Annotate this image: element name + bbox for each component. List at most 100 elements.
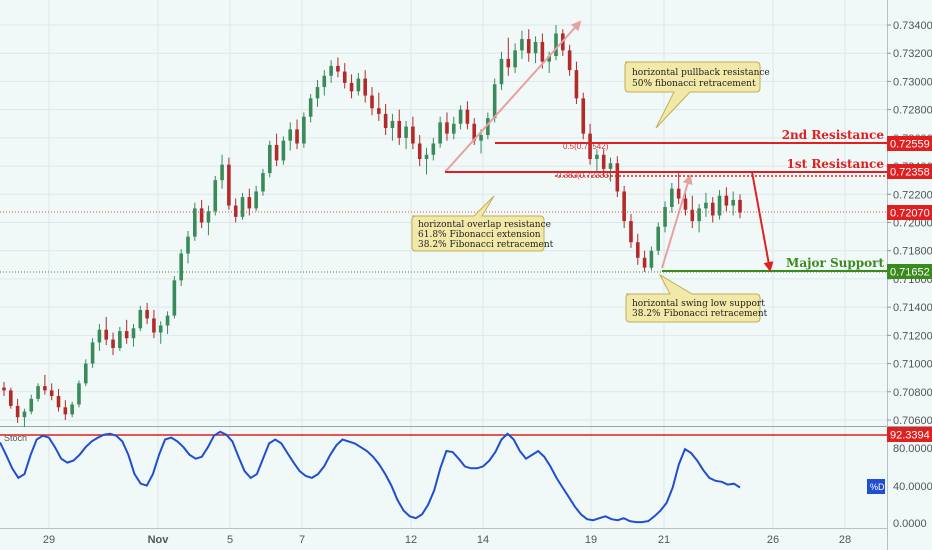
candle-body: [622, 191, 626, 222]
candle: [131, 324, 136, 347]
candle-body: [724, 195, 729, 206]
candle-body: [411, 126, 415, 144]
candle: [635, 233, 640, 265]
candle-body: [424, 154, 429, 160]
stoch-d-line: [0, 430, 741, 524]
candle-body: [131, 328, 136, 339]
candle: [499, 51, 504, 90]
candle-body: [49, 390, 54, 397]
candle-body: [22, 411, 27, 418]
candle: [356, 72, 361, 96]
tag-second-resistance: 0.72559: [887, 136, 932, 151]
price-tick-label: 0.73200: [893, 48, 932, 60]
projection-arrow: [751, 171, 774, 272]
candle: [417, 135, 422, 167]
candle: [710, 197, 715, 223]
candle: [118, 326, 122, 351]
time-label-12: 12: [405, 534, 417, 546]
candle: [690, 195, 695, 229]
candle: [193, 202, 197, 241]
candle: [377, 92, 381, 121]
tag-first-resistance-value: 0.72358: [890, 167, 930, 179]
candle-body: [336, 65, 340, 72]
candle-body: [397, 120, 402, 138]
candle: [158, 321, 163, 344]
fibonacci-lines: [444, 20, 693, 269]
price-tick-label: 0.71800: [893, 246, 932, 258]
candle: [342, 63, 347, 89]
time-label-21: 21: [658, 534, 670, 546]
candle-body: [431, 143, 436, 155]
candle-body: [356, 78, 361, 92]
candle-body: [540, 41, 545, 62]
candle-body: [492, 84, 497, 119]
candle-body: [111, 339, 115, 349]
candle: [124, 319, 129, 344]
candle-body: [615, 163, 620, 192]
tag-current-price-value: 0.72070: [890, 208, 930, 220]
candle-body: [267, 144, 272, 174]
candle-body: [158, 325, 163, 333]
candle-body: [704, 202, 708, 209]
candle: [288, 122, 293, 151]
candle-body: [642, 257, 647, 268]
candle-body: [390, 120, 395, 128]
candle-body: [206, 211, 211, 223]
candle: [302, 112, 306, 148]
time-axis: 29 Nov 5 7 12 14 19 21 26 28: [43, 534, 851, 546]
candle-body: [145, 309, 149, 319]
candle-body: [383, 113, 388, 128]
candle: [731, 191, 735, 216]
fib-retrace-line: [661, 174, 693, 269]
candle: [588, 123, 592, 165]
candle: [247, 188, 252, 216]
swing-low-note-line-2: 38.2% Fibonacci retracement: [632, 309, 768, 319]
candle: [90, 338, 95, 368]
time-label-14: 14: [477, 534, 489, 546]
second-resistance-label: 2nd Resistance: [782, 128, 885, 142]
candle: [322, 70, 327, 96]
candle-body: [465, 109, 470, 124]
time-label-19: 19: [585, 534, 597, 546]
tag-first-resistance: 0.72358: [887, 164, 932, 179]
candle: [397, 109, 402, 145]
candle: [404, 120, 408, 150]
candle-body: [322, 75, 327, 88]
candle-body: [9, 390, 13, 406]
candle-body: [520, 39, 524, 51]
candle: [724, 187, 729, 212]
candle-body: [717, 195, 722, 216]
overlap-note-line-2: 61.8% Fibonacci extension: [418, 230, 541, 240]
candle-body: [438, 122, 442, 144]
candle: [43, 374, 47, 395]
candle: [411, 116, 415, 150]
candle: [370, 87, 374, 116]
candle-body: [152, 318, 156, 333]
candle: [506, 37, 511, 76]
time-label-29: 29: [43, 534, 55, 546]
candle-body: [77, 383, 81, 405]
candle: [717, 190, 722, 220]
candle-body: [676, 188, 681, 199]
candle-body: [663, 206, 667, 227]
candle: [172, 276, 177, 319]
candle-body: [247, 197, 252, 209]
candle: [629, 214, 633, 248]
price-tick-label: 0.72800: [893, 105, 932, 117]
candle-body: [179, 253, 183, 281]
price-tick-label: 0.71200: [893, 330, 932, 342]
candle-body: [63, 407, 68, 415]
stoch-title: Stoch: [4, 433, 27, 443]
candle: [424, 147, 429, 175]
time-label-26: 26: [767, 534, 779, 546]
candle-body: [295, 129, 299, 144]
tag-second-resistance-value: 0.72559: [890, 139, 930, 151]
candle-body: [513, 50, 517, 68]
candle-body: [629, 221, 633, 243]
candle-body: [302, 116, 306, 144]
candle-body: [479, 135, 483, 141]
candle-body: [186, 236, 190, 254]
candle: [431, 137, 436, 161]
candle-body: [15, 405, 20, 418]
price-axis: 0.734000.732000.730000.728000.726000.724…: [887, 20, 932, 427]
